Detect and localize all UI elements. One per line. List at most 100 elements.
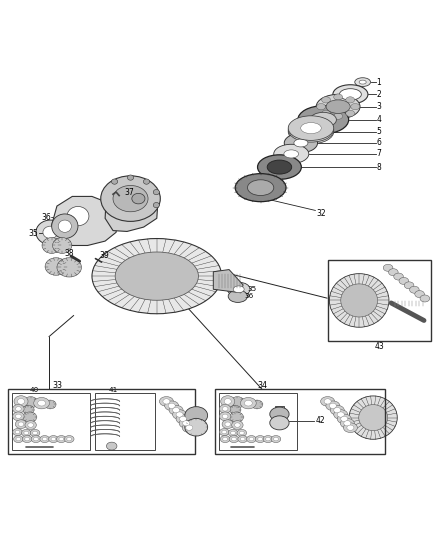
Ellipse shape <box>222 414 228 418</box>
Ellipse shape <box>24 397 38 408</box>
Ellipse shape <box>247 435 256 442</box>
Ellipse shape <box>341 284 378 317</box>
Ellipse shape <box>222 420 233 429</box>
Ellipse shape <box>270 416 289 430</box>
Ellipse shape <box>321 97 331 103</box>
Ellipse shape <box>182 423 196 432</box>
Ellipse shape <box>249 437 254 441</box>
Ellipse shape <box>337 414 351 424</box>
Bar <box>215 389 385 454</box>
Ellipse shape <box>227 282 250 296</box>
Bar <box>275 406 284 423</box>
Ellipse shape <box>59 437 64 441</box>
Ellipse shape <box>334 410 348 419</box>
Text: 36: 36 <box>244 293 254 300</box>
Ellipse shape <box>301 126 321 137</box>
Ellipse shape <box>228 430 238 437</box>
Ellipse shape <box>230 397 244 408</box>
Text: 42: 42 <box>315 416 325 425</box>
Ellipse shape <box>163 399 170 404</box>
Ellipse shape <box>326 100 350 114</box>
Text: 5: 5 <box>377 127 381 136</box>
Ellipse shape <box>223 437 228 441</box>
Ellipse shape <box>24 431 28 435</box>
Ellipse shape <box>180 416 187 422</box>
Ellipse shape <box>288 118 334 142</box>
Ellipse shape <box>15 430 20 434</box>
Ellipse shape <box>58 220 71 232</box>
Ellipse shape <box>284 133 318 152</box>
Ellipse shape <box>67 437 72 441</box>
Ellipse shape <box>165 401 179 410</box>
Ellipse shape <box>14 435 23 442</box>
Ellipse shape <box>179 418 193 428</box>
Ellipse shape <box>334 113 343 119</box>
Ellipse shape <box>18 399 25 404</box>
Text: 40: 40 <box>29 387 39 393</box>
Ellipse shape <box>32 431 37 435</box>
Ellipse shape <box>186 425 193 430</box>
Ellipse shape <box>258 155 301 179</box>
Ellipse shape <box>13 429 22 435</box>
Ellipse shape <box>346 97 355 103</box>
Text: 34: 34 <box>257 381 267 390</box>
Ellipse shape <box>132 193 145 204</box>
Ellipse shape <box>57 435 66 442</box>
Ellipse shape <box>23 412 37 423</box>
Ellipse shape <box>343 423 357 432</box>
Ellipse shape <box>219 412 231 421</box>
Ellipse shape <box>16 414 21 418</box>
Ellipse shape <box>231 431 236 435</box>
Ellipse shape <box>57 258 81 277</box>
Text: 41: 41 <box>108 387 118 393</box>
Ellipse shape <box>28 423 34 427</box>
Bar <box>219 393 297 449</box>
Ellipse shape <box>52 214 78 238</box>
Ellipse shape <box>410 286 419 293</box>
Ellipse shape <box>271 435 281 442</box>
Ellipse shape <box>221 395 235 407</box>
Ellipse shape <box>92 239 222 314</box>
Ellipse shape <box>34 398 49 409</box>
Ellipse shape <box>143 179 149 184</box>
Ellipse shape <box>159 397 173 406</box>
Polygon shape <box>52 197 118 246</box>
Bar <box>191 409 202 427</box>
Ellipse shape <box>347 425 354 430</box>
Text: 4: 4 <box>377 115 381 124</box>
Ellipse shape <box>238 435 247 442</box>
Ellipse shape <box>233 286 244 293</box>
Ellipse shape <box>222 407 228 411</box>
Ellipse shape <box>229 435 239 442</box>
Ellipse shape <box>185 407 208 424</box>
Bar <box>328 260 431 341</box>
Ellipse shape <box>14 395 28 407</box>
Ellipse shape <box>239 431 244 435</box>
Ellipse shape <box>330 405 344 415</box>
Ellipse shape <box>274 144 309 164</box>
Ellipse shape <box>25 437 29 441</box>
Ellipse shape <box>265 437 270 441</box>
Ellipse shape <box>43 226 58 238</box>
Ellipse shape <box>258 437 262 441</box>
Polygon shape <box>105 188 158 231</box>
Ellipse shape <box>16 407 21 411</box>
Ellipse shape <box>235 174 286 201</box>
Ellipse shape <box>220 435 230 442</box>
Ellipse shape <box>404 282 414 289</box>
Ellipse shape <box>40 435 49 442</box>
Ellipse shape <box>49 435 58 442</box>
Text: 35: 35 <box>28 229 38 238</box>
Ellipse shape <box>310 112 336 127</box>
Polygon shape <box>213 270 243 293</box>
Ellipse shape <box>232 437 237 441</box>
Ellipse shape <box>329 403 336 408</box>
Ellipse shape <box>18 422 24 426</box>
Ellipse shape <box>415 290 424 297</box>
Ellipse shape <box>185 418 208 436</box>
Ellipse shape <box>326 401 340 410</box>
Ellipse shape <box>42 238 61 253</box>
Ellipse shape <box>339 88 361 100</box>
Ellipse shape <box>64 435 74 442</box>
Ellipse shape <box>270 407 289 421</box>
